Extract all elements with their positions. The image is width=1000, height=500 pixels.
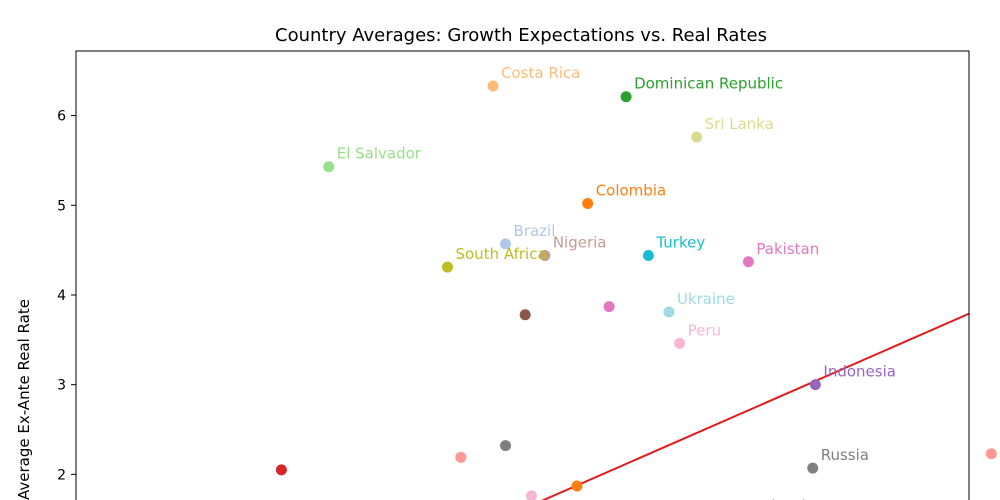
y-tick-label: 6 [57, 109, 66, 125]
point-label: Russia [821, 446, 869, 464]
y-tick-label: 4 [57, 288, 66, 304]
point-label: Costa Rica [501, 64, 580, 82]
data-point [323, 161, 335, 173]
data-point [500, 440, 512, 452]
point-label: Indonesia [823, 363, 896, 381]
point-label: Peru [688, 321, 721, 339]
y-tick-label: 3 [57, 378, 66, 394]
data-point [525, 490, 537, 500]
plot-frame [75, 50, 970, 500]
data-point [642, 250, 654, 262]
data-point [519, 309, 531, 321]
point-label: Turkey [655, 234, 705, 252]
point-label: Dominican Republic [634, 75, 783, 93]
point-label: Colombia [596, 181, 667, 199]
data-point [539, 250, 551, 262]
data-point [275, 464, 287, 476]
y-tick-label: 5 [57, 198, 66, 214]
data-point [674, 337, 686, 349]
data-point [663, 306, 675, 318]
data-point [582, 197, 594, 209]
y-axis-label: Average Ex-Ante Real Rate [15, 299, 33, 500]
data-point [487, 80, 499, 92]
data-point [441, 261, 453, 273]
data-point [603, 301, 615, 313]
data-point [500, 238, 512, 250]
point-label: Ukraine [677, 290, 735, 308]
data-point [807, 462, 819, 474]
data-point [571, 480, 583, 492]
point-label: South Africa [455, 245, 546, 263]
point-label: Malaysia [749, 497, 815, 500]
trend-line [541, 312, 969, 500]
data-point [455, 451, 467, 463]
y-tick-label: 2 [57, 467, 66, 483]
point-label: El Salvador [337, 145, 422, 163]
point-label: Brazil [514, 222, 556, 240]
data-point [691, 131, 703, 143]
data-point [742, 256, 754, 268]
point-label: Nigeria [553, 234, 607, 252]
plot-area: Costa Rica Dominican Republic Sri Lanka El … [275, 64, 1000, 500]
y-axis: 2 3 4 5 6 [57, 109, 76, 483]
point-label: Sri Lanka [705, 115, 774, 133]
point-label: Pakistan [756, 240, 819, 258]
data-point [620, 91, 632, 103]
chart-title: Country Averages: Growth Expectations vs… [275, 25, 767, 46]
data-point [809, 379, 821, 391]
data-point [985, 448, 997, 460]
